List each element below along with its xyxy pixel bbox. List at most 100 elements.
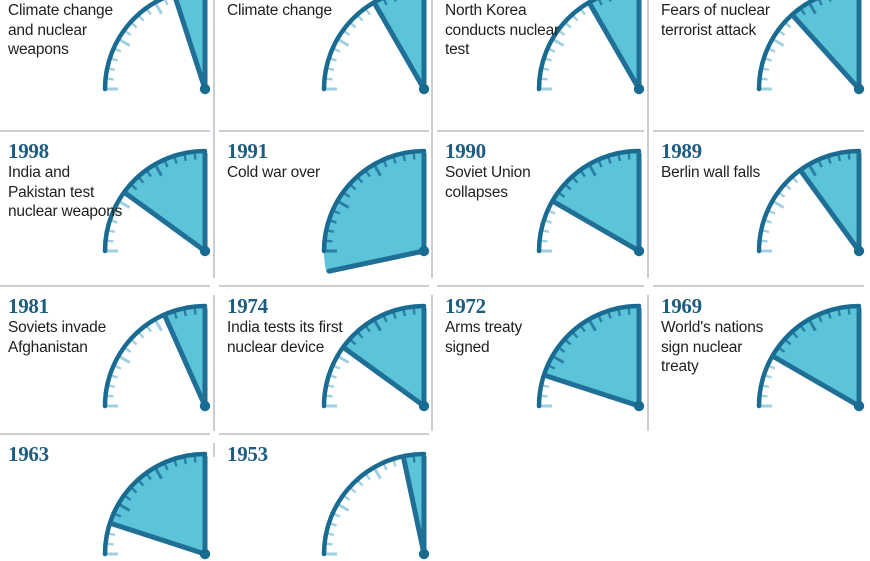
cell-divider <box>219 433 429 435</box>
clock-hub <box>199 400 211 412</box>
clock-tick <box>564 22 572 29</box>
clock-tick <box>764 57 772 62</box>
clock-tick <box>382 160 388 168</box>
clock-tick <box>762 384 770 389</box>
column-divider <box>647 140 649 278</box>
clock-cell-text: 1981 Soviets invade Afghanistan <box>8 295 126 357</box>
clock-tick <box>365 8 371 16</box>
clock-tick <box>540 239 548 243</box>
clock-tick <box>337 355 350 364</box>
clock-tick <box>183 309 188 317</box>
clock-cell-event: Soviets invade Afghanistan <box>8 319 107 356</box>
clock-cell-text: 2002Fears of nuclear terrorist attack <box>661 0 779 40</box>
clock-tick <box>110 57 118 62</box>
clock-tick <box>349 22 357 29</box>
clock-cell-text: 2012Climate change <box>227 0 345 21</box>
clock-tick <box>817 160 823 168</box>
clock-cell: 1953 <box>219 443 435 560</box>
clock-tick <box>542 67 550 72</box>
clock-tick <box>349 339 357 346</box>
column-divider <box>431 0 433 140</box>
clock-tick <box>837 154 842 162</box>
clock-graphic <box>752 299 866 413</box>
clock-tick <box>778 30 786 36</box>
clock-tick <box>784 184 792 191</box>
clock-tick <box>847 152 851 160</box>
column-divider <box>647 0 649 140</box>
clock-tick <box>412 307 416 315</box>
clock-tick <box>118 355 131 364</box>
clock-tick <box>193 455 197 463</box>
clock-tick <box>130 339 138 346</box>
clock-cell-text: 1990 Soviet Union collapses <box>445 140 563 202</box>
clock-tick <box>597 315 603 323</box>
clock-cell-year: 1991 <box>227 139 268 163</box>
clock-tick <box>106 77 114 81</box>
clock-tick <box>373 319 382 332</box>
clock-tick <box>382 463 388 471</box>
clock-cell-event: Climate change and nuclear weapons <box>8 2 113 58</box>
clock-tick <box>542 229 550 234</box>
clock-cell-event: Fears of nuclear terrorist attack <box>661 2 770 39</box>
clock-cell: 1998 India and Pakistan test nuclear weap… <box>0 140 216 290</box>
clock-hand-minute <box>588 2 642 92</box>
clock-tick <box>154 319 163 332</box>
clock-graphic <box>98 299 212 413</box>
doomsday-clock-face <box>102 0 211 95</box>
clock-cell-event: India tests its first nuclear device <box>227 319 343 356</box>
clock-tick <box>373 467 382 480</box>
clock-tick <box>792 331 799 339</box>
clock-tick <box>764 219 772 224</box>
clock-tick <box>627 152 631 160</box>
doomsday-clock-face <box>321 0 430 95</box>
clock-tick <box>114 209 122 215</box>
clock-cell-text: 1991 Cold war over <box>227 140 345 183</box>
cell-divider <box>653 130 864 132</box>
clock-tick <box>146 170 152 178</box>
clock-tick <box>130 184 138 191</box>
clock-tick <box>800 8 806 16</box>
clock-tick <box>193 307 197 315</box>
minutes-to-midnight-wedge <box>324 151 424 272</box>
clock-tick <box>607 311 612 319</box>
clock-tick <box>138 176 145 184</box>
clock-cell-event: World's nations sign nuclear treaty <box>661 319 764 375</box>
clock-tick <box>617 309 622 317</box>
clock-rim <box>102 148 208 254</box>
clock-cell-event: Berlin wall falls <box>661 164 761 181</box>
clock-tick <box>580 325 586 333</box>
doomsday-clock-face <box>321 148 430 274</box>
clock-tick <box>808 319 817 332</box>
clock-tick <box>325 77 333 81</box>
clock-tick <box>760 239 768 243</box>
clock-tick <box>357 14 364 22</box>
clock-hand-minute <box>163 314 208 409</box>
clock-hub <box>199 245 211 257</box>
clock-graphic <box>532 0 646 96</box>
clock-tick <box>329 522 337 527</box>
clock-tick <box>327 67 335 72</box>
cell-divider <box>219 130 429 132</box>
clock-hand-minute <box>552 200 642 254</box>
clock-hub <box>853 400 865 412</box>
clock-tick <box>118 200 131 209</box>
clock-tick <box>588 319 597 332</box>
cell-divider <box>437 130 644 132</box>
clock-hand-minute <box>791 14 862 92</box>
minutes-to-midnight-wedge <box>800 151 859 251</box>
clock-rim <box>756 0 819 92</box>
clock-cell-event: North Korea conducts nuclear test <box>445 2 559 58</box>
clock-tick <box>617 154 622 162</box>
clock-tick <box>329 219 337 224</box>
clock-rim <box>321 303 427 409</box>
clock-tick <box>800 325 806 333</box>
clock-tick <box>558 347 566 353</box>
clock-tick <box>402 309 407 317</box>
clock-cell-year: 1963 <box>8 442 49 466</box>
clock-tick <box>847 307 851 315</box>
clock-tick <box>106 394 114 398</box>
clock-tick <box>808 2 817 15</box>
clock-tick <box>106 239 114 243</box>
clock-tick <box>762 67 770 72</box>
column-divider <box>213 140 215 278</box>
